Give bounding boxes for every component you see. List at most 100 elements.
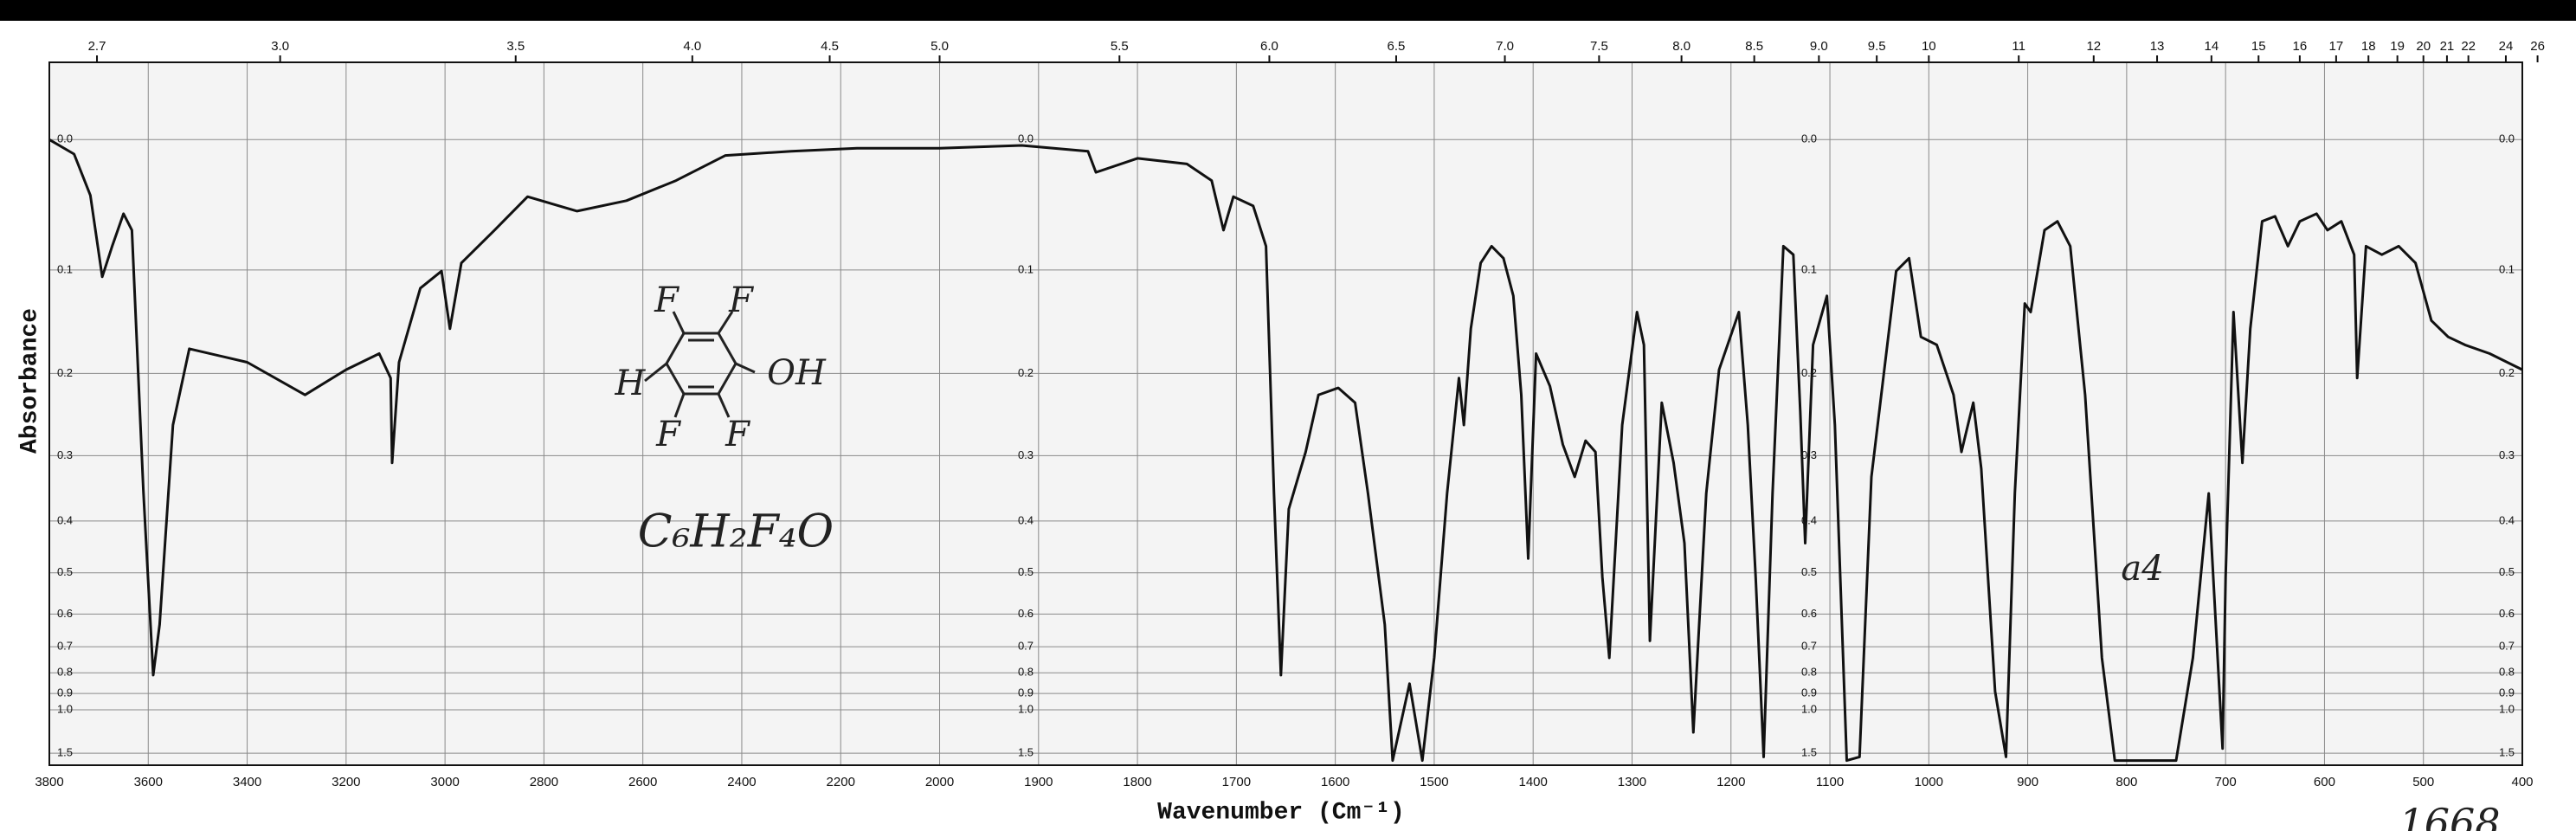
x2-tick-label: 15	[2251, 39, 2266, 54]
y-tick-label: 0.6	[2499, 607, 2515, 620]
x-axis-label: Wavenumber (Cm⁻¹)	[1157, 799, 1405, 826]
bond	[735, 362, 756, 374]
x2-tick-label: 12	[2086, 39, 2101, 54]
x-tick-label: 700	[2215, 775, 2237, 789]
x-tick-label: 2600	[628, 775, 657, 789]
scan-band	[0, 0, 2576, 21]
x-tick-label: 2400	[727, 775, 756, 789]
y-tick-label: 0.0	[1801, 132, 1817, 145]
bond	[717, 393, 731, 418]
y-tick-label: 1.5	[1018, 746, 1034, 759]
y-tick-label: 0.7	[2499, 640, 2515, 653]
x-tick-label: 1500	[1420, 775, 1448, 789]
y-tick-label: 0.1	[1801, 262, 1817, 275]
x2-tick-label: 6.0	[1260, 39, 1278, 54]
y-tick-label: 1.0	[2499, 702, 2515, 715]
plot-background	[49, 62, 2522, 765]
y-tick-label: 0.5	[57, 565, 73, 578]
y-tick-label: 0.6	[57, 607, 73, 620]
y-tick-label: 1.0	[1801, 702, 1817, 715]
x-tick-label: 3600	[134, 775, 163, 789]
y-tick-label: 0.7	[1801, 640, 1817, 653]
x-tick-label: 3800	[35, 775, 63, 789]
x2-tick-label: 3.5	[506, 39, 525, 54]
x-tick-label: 1700	[1222, 775, 1251, 789]
x-tick-label: 600	[2314, 775, 2335, 789]
x-tick-label: 1300	[1618, 775, 1646, 789]
y-tick-label: 0.5	[2499, 565, 2515, 578]
bond	[673, 393, 686, 418]
x2-tick-label: 5.5	[1111, 39, 1129, 54]
y-tick-label: 1.0	[1018, 702, 1034, 715]
x2-tick-label: 18	[2361, 39, 2376, 54]
y-tick-label: 0.2	[2499, 366, 2515, 379]
atom-label: H	[615, 364, 647, 403]
y-tick-label: 0.9	[1018, 686, 1034, 699]
x-tick-label: 900	[2017, 775, 2038, 789]
x-tick-label: 1200	[1716, 775, 1745, 789]
note: a4	[2121, 549, 2163, 589]
x-tick-label: 1800	[1123, 775, 1151, 789]
atom-label: F	[655, 415, 681, 454]
y-tick-label: 1.0	[57, 702, 73, 715]
y-tick-label: 0.8	[2499, 666, 2515, 679]
y-tick-label: 0.4	[2499, 513, 2515, 526]
x2-tick-label: 6.5	[1388, 39, 1406, 54]
y-tick-label: 0.5	[1018, 565, 1034, 578]
atom-label: F	[654, 280, 679, 320]
x-tick-label: 800	[2116, 775, 2137, 789]
y-tick-label: 0.6	[1801, 607, 1817, 620]
y-tick-label: 0.0	[1018, 132, 1034, 145]
x-tick-label: 1400	[1519, 775, 1548, 789]
x2-tick-label: 5.0	[931, 39, 949, 54]
atom-label: F	[728, 280, 754, 320]
bond	[717, 311, 734, 334]
y-tick-label: 0.0	[57, 132, 73, 145]
x2-tick-label: 19	[2390, 39, 2405, 54]
y-tick-label: 0.0	[2499, 132, 2515, 145]
y-tick-label: 0.8	[1018, 666, 1034, 679]
x2-tick-label: 22	[2461, 39, 2476, 54]
x-tick-label: 1900	[1024, 775, 1053, 789]
x-tick-label: 400	[2511, 775, 2533, 789]
y-tick-label: 0.1	[2499, 262, 2515, 275]
y-tick-label: 0.8	[57, 666, 73, 679]
x2-tick-label: 7.0	[1496, 39, 1514, 54]
x-tick-label: 2000	[925, 775, 954, 789]
bond	[644, 362, 667, 383]
y-tick-label: 0.3	[57, 448, 73, 461]
plot-frame	[48, 61, 2523, 766]
x2-tick-label: 24	[2499, 39, 2514, 54]
x-tick-label: 1100	[1816, 775, 1844, 789]
y-tick-label: 0.2	[1801, 366, 1817, 379]
x-tick-label: 1600	[1321, 775, 1349, 789]
y-tick-label: 0.7	[57, 640, 73, 653]
y-tick-label: 1.5	[57, 746, 73, 759]
x2-tick-label: 4.5	[821, 39, 839, 54]
x2-tick-label: 16	[2293, 39, 2308, 54]
x-tick-label: 2800	[530, 775, 558, 789]
x-tick-label: 3000	[430, 775, 459, 789]
x2-tick-label: 9.0	[1810, 39, 1828, 54]
y-tick-label: 0.4	[57, 513, 73, 526]
x-tick-label: 2200	[827, 775, 855, 789]
x2-tick-label: 7.5	[1590, 39, 1608, 54]
x2-tick-label: 9.5	[1868, 39, 1886, 54]
x2-tick-label: 8.0	[1672, 39, 1690, 54]
y-tick-label: 0.3	[1018, 448, 1034, 461]
y-axis-label: Absorbance	[16, 308, 43, 454]
number-note: 1668	[2399, 800, 2500, 831]
formula: C₆H₂F₄O	[638, 506, 834, 558]
y-tick-label: 0.5	[1801, 565, 1817, 578]
x-tick-label: 500	[2412, 775, 2434, 789]
x2-tick-label: 21	[2440, 39, 2455, 54]
y-tick-label: 0.9	[2499, 686, 2515, 699]
y-tick-label: 0.2	[1018, 366, 1034, 379]
x2-tick-label: 10	[1922, 39, 1936, 54]
y-tick-label: 0.7	[1018, 640, 1034, 653]
atom-label: OH	[767, 353, 827, 393]
y-tick-label: 1.5	[1801, 746, 1817, 759]
y-tick-label: 0.3	[2499, 448, 2515, 461]
structure-sketch	[644, 311, 756, 418]
